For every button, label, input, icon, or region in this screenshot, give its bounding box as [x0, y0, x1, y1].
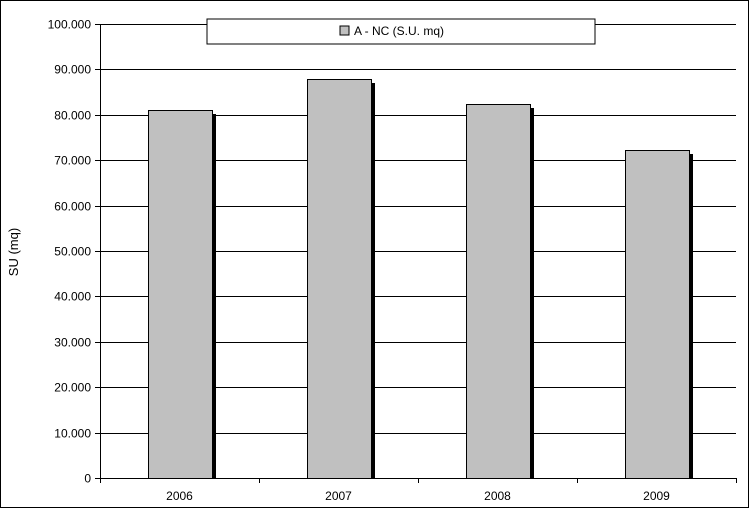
legend-label: A - NC (S.U. mq) [354, 24, 444, 38]
bar [148, 110, 213, 479]
legend-swatch [339, 25, 350, 36]
y-tick-label: 50.000 [54, 245, 91, 259]
y-tick-label: 60.000 [54, 200, 91, 214]
legend: A - NC (S.U. mq) [206, 18, 596, 45]
bars [148, 79, 693, 479]
x-tick-label: 2009 [643, 489, 670, 503]
bar [307, 79, 372, 479]
y-tick-label: 80.000 [54, 109, 91, 123]
bar [466, 104, 531, 479]
x-tick-labels: 2006 2007 2008 2009 [166, 489, 670, 503]
bar [625, 150, 690, 479]
y-tick-label: 30.000 [54, 336, 91, 350]
y-tick-label: 10.000 [54, 427, 91, 441]
y-tick-label: 40.000 [54, 290, 91, 304]
y-tick-label: 20.000 [54, 381, 91, 395]
legend-box [206, 18, 596, 45]
y-tick-label: 0 [84, 472, 91, 486]
y-axis-label: SU (mq) [6, 228, 21, 276]
axes [95, 24, 737, 483]
y-tick-label: 90.000 [54, 63, 91, 77]
x-tick-label: 2006 [166, 489, 193, 503]
y-tick-label: 70.000 [54, 154, 91, 168]
y-tick-labels: 0 10.000 20.000 30.000 40.000 50.000 60.000 70.… [48, 18, 92, 486]
y-tick-label: 100.000 [48, 18, 92, 32]
x-tick-label: 2008 [484, 489, 511, 503]
x-tick-label: 2007 [325, 489, 352, 503]
